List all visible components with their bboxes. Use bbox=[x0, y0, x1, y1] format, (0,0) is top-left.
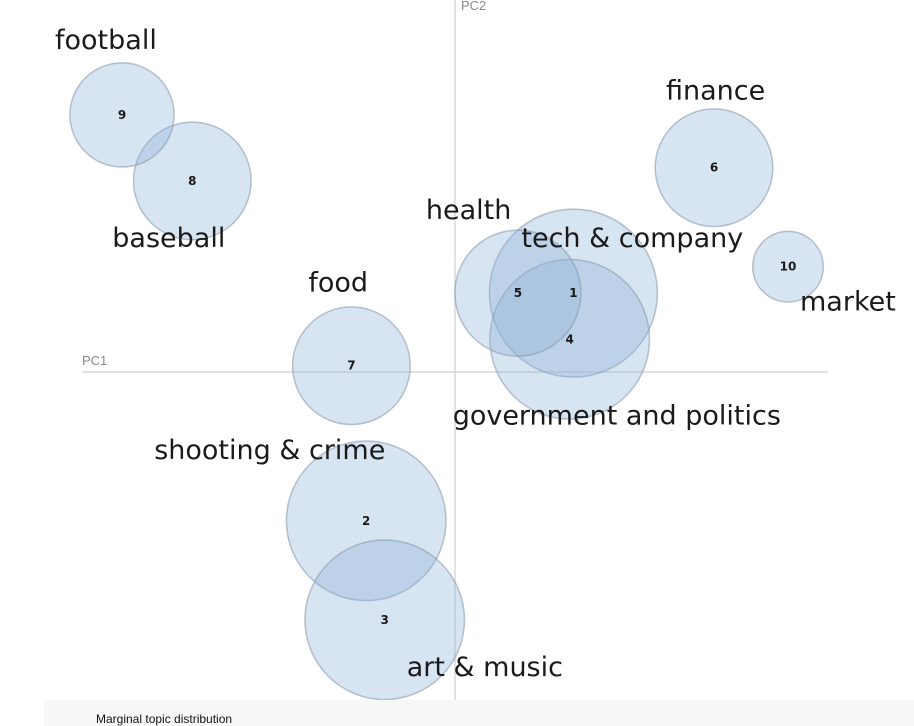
footer-strip bbox=[44, 700, 914, 726]
topic-label-4: government and politics bbox=[453, 400, 781, 431]
topic-label-layer: tech & company shooting & crime art & musi… bbox=[55, 25, 896, 683]
topic-label-5: health bbox=[426, 195, 511, 226]
bubble-6[interactable] bbox=[654, 108, 774, 228]
bubble-5[interactable] bbox=[454, 229, 582, 357]
bubble-id-layer: 1 2 3 4 5 6 7 8 9 10 bbox=[118, 108, 797, 627]
bubble-id-2: 2 bbox=[362, 514, 370, 528]
bubble-id-7: 7 bbox=[347, 359, 355, 373]
bubble-id-6: 6 bbox=[710, 161, 718, 175]
bubble-4[interactable] bbox=[489, 258, 651, 420]
bubble-layer bbox=[69, 62, 825, 701]
bubble-8[interactable] bbox=[132, 121, 252, 241]
topic-label-10: market bbox=[800, 287, 896, 318]
bubble-1[interactable] bbox=[488, 208, 659, 378]
bubble-id-10: 10 bbox=[780, 260, 797, 274]
bubble-10[interactable] bbox=[751, 230, 825, 303]
topic-label-6: finance bbox=[666, 76, 765, 107]
pc1-axis-label: PC1 bbox=[82, 353, 107, 368]
topic-label-9: football bbox=[55, 25, 157, 56]
topic-label-7: food bbox=[308, 268, 368, 299]
footer-caption: Marginal topic distribution bbox=[96, 712, 233, 726]
bubble-7[interactable] bbox=[291, 306, 411, 426]
bubble-id-9: 9 bbox=[118, 108, 126, 122]
pc2-axis-label: PC2 bbox=[461, 0, 486, 13]
bubble-id-8: 8 bbox=[188, 174, 196, 188]
topic-label-2: shooting & crime bbox=[154, 435, 385, 466]
bubble-2[interactable] bbox=[285, 440, 447, 602]
bubble-3[interactable] bbox=[304, 539, 466, 701]
topic-label-8: baseball bbox=[112, 223, 225, 254]
bubble-id-5: 5 bbox=[514, 286, 522, 300]
bubble-id-3: 3 bbox=[381, 613, 389, 627]
bubble-id-1: 1 bbox=[569, 286, 577, 300]
topic-label-1: tech & company bbox=[521, 223, 743, 254]
bubble-9[interactable] bbox=[69, 62, 175, 168]
bubble-id-4: 4 bbox=[566, 332, 574, 346]
topic-label-3: art & music bbox=[407, 652, 563, 683]
